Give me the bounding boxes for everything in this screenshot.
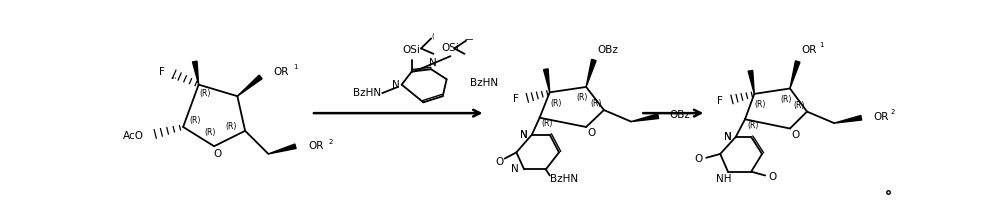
Text: NH: NH <box>716 174 732 184</box>
Text: (R): (R) <box>747 121 758 130</box>
Text: BzHN: BzHN <box>353 88 381 98</box>
Text: (R): (R) <box>542 119 553 128</box>
Text: (R): (R) <box>794 101 805 110</box>
Text: (R): (R) <box>205 128 216 137</box>
Text: OBz: OBz <box>598 45 619 55</box>
Text: BzHN: BzHN <box>470 78 498 88</box>
Polygon shape <box>790 61 800 88</box>
Text: 1: 1 <box>819 42 824 47</box>
Text: N: N <box>392 80 399 90</box>
Text: (R): (R) <box>577 93 588 102</box>
Text: OR: OR <box>873 112 888 122</box>
Polygon shape <box>586 59 596 87</box>
Text: N: N <box>520 130 528 140</box>
Text: AcO: AcO <box>123 131 144 141</box>
Text: 2: 2 <box>328 139 332 145</box>
Polygon shape <box>268 144 296 154</box>
Polygon shape <box>544 69 550 92</box>
Text: O: O <box>495 157 503 167</box>
Text: OR: OR <box>802 45 817 55</box>
Text: (R): (R) <box>591 99 602 108</box>
Text: —: — <box>464 35 473 44</box>
Text: F: F <box>513 94 519 104</box>
Text: OR: OR <box>274 67 289 77</box>
Text: (: ( <box>431 33 434 39</box>
Text: (R): (R) <box>199 89 211 98</box>
Text: (R): (R) <box>780 95 792 104</box>
Text: N: N <box>724 132 732 142</box>
Text: O: O <box>791 130 800 140</box>
Text: N: N <box>520 130 528 140</box>
Polygon shape <box>748 70 754 94</box>
Text: 2: 2 <box>891 109 895 115</box>
Text: N: N <box>429 58 437 68</box>
Polygon shape <box>237 75 262 96</box>
Text: 1: 1 <box>293 64 298 70</box>
Text: (R): (R) <box>550 99 562 108</box>
Text: OSi: OSi <box>403 45 421 55</box>
Text: (R): (R) <box>189 116 200 125</box>
Text: N: N <box>724 132 732 142</box>
Text: OBz: OBz <box>670 110 691 121</box>
Polygon shape <box>192 61 199 85</box>
Text: OSi: OSi <box>442 43 459 54</box>
Text: O: O <box>214 149 222 159</box>
Polygon shape <box>834 116 862 123</box>
Text: O: O <box>769 172 777 182</box>
Text: (R): (R) <box>755 100 766 109</box>
Text: (R): (R) <box>225 123 237 131</box>
Text: O: O <box>694 154 703 164</box>
Text: ,,,: ,,, <box>170 73 177 79</box>
Text: O: O <box>587 128 596 138</box>
Text: N: N <box>511 164 519 174</box>
Text: F: F <box>159 67 165 77</box>
Text: OR: OR <box>309 141 324 151</box>
Text: F: F <box>717 96 723 106</box>
Polygon shape <box>631 114 659 122</box>
Text: BzHN: BzHN <box>550 174 578 184</box>
